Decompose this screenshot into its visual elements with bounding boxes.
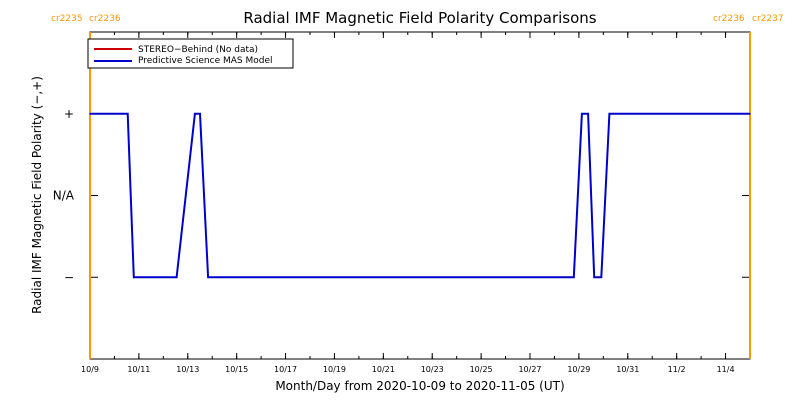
x-tick-label: 10/25 xyxy=(470,365,493,374)
carrington-labels: cr2235 cr2236 cr2236 cr2237 xyxy=(51,14,784,24)
series-point xyxy=(749,113,751,115)
series-point xyxy=(207,276,209,279)
y-tick-label: − xyxy=(64,270,74,284)
y-tick-label: + xyxy=(64,107,74,121)
plot-frame xyxy=(89,31,751,360)
series-point xyxy=(573,276,575,279)
cr-right-label-1: cr2236 xyxy=(713,14,745,24)
x-axis: 10/9 10/11 10/13 10/15 10/17 10/19 10/21 10/23 1… xyxy=(81,32,751,374)
x-tick-label: 10/29 xyxy=(567,365,590,374)
series-point xyxy=(608,113,611,115)
series-point xyxy=(587,113,589,115)
x-tick-label: 10/19 xyxy=(323,365,346,374)
cr-left-label-1: cr2235 xyxy=(51,14,83,24)
series-point xyxy=(133,276,135,279)
chart-title: Radial IMF Magnetic Field Polarity Compa… xyxy=(243,9,596,27)
series-point xyxy=(600,276,603,279)
y-axis: + N/A − xyxy=(53,107,750,284)
x-tick-label: 10/23 xyxy=(421,365,444,374)
series-point xyxy=(175,276,178,279)
series-line-1 xyxy=(90,112,750,279)
y-tick-label: N/A xyxy=(53,189,75,203)
legend-box xyxy=(87,38,294,69)
series-point xyxy=(581,113,583,115)
x-tick-label: 10/31 xyxy=(616,365,639,374)
carrington-markers xyxy=(89,32,751,359)
cr-left-label-2: cr2236 xyxy=(89,14,121,24)
legend: STEREO−Behind (No data) Predictive Scien… xyxy=(87,38,294,69)
series-point xyxy=(89,113,91,115)
y-axis-label: Radial IMF Magnetic Field Polarity (−,+) xyxy=(30,76,44,314)
x-tick-label: 10/9 xyxy=(81,365,99,374)
x-axis-label: Month/Day from 2020-10-09 to 2020-11-05 … xyxy=(275,379,564,393)
cr-right-label-2: cr2237 xyxy=(752,14,784,24)
series-point xyxy=(194,113,196,115)
legend-label-mas-model: Predictive Science MAS Model xyxy=(138,56,273,66)
series-layer xyxy=(89,112,751,279)
x-tick-label: 10/13 xyxy=(176,365,199,374)
series-point xyxy=(593,276,595,279)
x-tick-label: 10/15 xyxy=(225,365,248,374)
x-tick-label: 10/21 xyxy=(372,365,395,374)
x-tick-label: 10/27 xyxy=(518,365,541,374)
x-tick-label: 10/17 xyxy=(274,365,297,374)
x-tick-label: 11/2 xyxy=(668,365,686,374)
series-point xyxy=(199,113,201,115)
series-point xyxy=(126,113,129,115)
legend-label-stereo: STEREO−Behind (No data) xyxy=(138,45,258,55)
x-tick-label: 11/4 xyxy=(717,365,735,374)
x-tick-label: 10/11 xyxy=(127,365,150,374)
